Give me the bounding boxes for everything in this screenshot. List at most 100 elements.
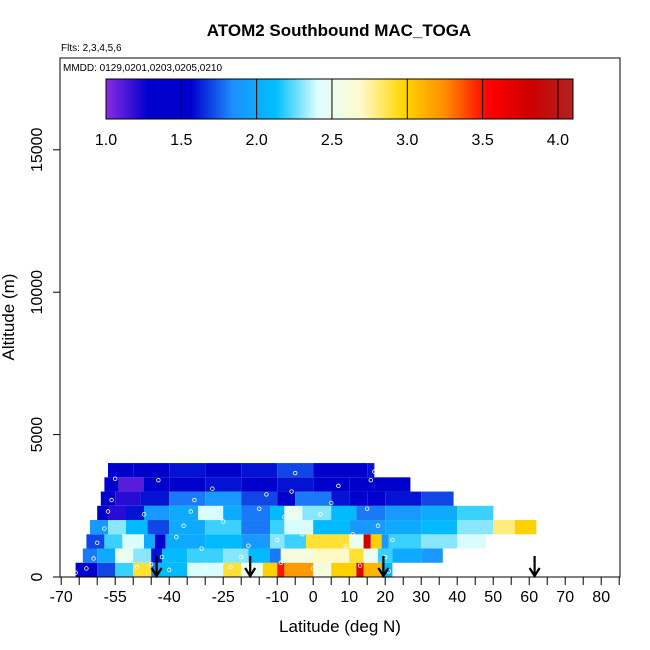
sample-point (174, 534, 179, 540)
heatmap-cell (126, 505, 144, 521)
sample-point (94, 540, 100, 546)
heatmap-cell (277, 491, 296, 506)
heatmap-cell (349, 548, 364, 563)
heatmap-cell (363, 562, 382, 577)
heatmap-cell (241, 463, 278, 478)
heatmap-cell (169, 520, 206, 535)
heatmap-cell (205, 491, 242, 506)
heatmap-cell (370, 534, 382, 549)
sample-point (278, 560, 283, 565)
colorbar-tick-label: 4.0 (547, 132, 569, 149)
sample-point (210, 486, 215, 491)
heatmap-layers (75, 463, 537, 577)
heatmap-cell (367, 491, 386, 506)
heatmap-cell (277, 562, 285, 577)
sample-point (350, 532, 355, 537)
heatmap-cell (374, 477, 411, 492)
heatmap-cell (356, 505, 386, 521)
plot-frame (59, 57, 621, 578)
heatmap-cell (284, 534, 306, 549)
heatmap-cell (97, 505, 108, 521)
colorbar-tick-label: 3.5 (471, 132, 493, 149)
x-tick-label: -25 (212, 589, 235, 606)
heatmap-cell (248, 548, 270, 563)
heatmap-cell (241, 491, 278, 506)
heatmap-cell (126, 520, 148, 535)
x-tick-label: 50 (484, 589, 502, 606)
sample-point (220, 519, 226, 524)
sample-point (105, 509, 111, 514)
heatmap-cell (392, 548, 422, 563)
heatmap-cell (421, 520, 458, 535)
heatmap-cell (313, 477, 350, 492)
heatmap-cell (108, 505, 126, 521)
heatmap-cell (356, 562, 364, 577)
heatmap-cell (151, 562, 159, 577)
heatmap-cell (280, 548, 314, 563)
sample-point (130, 543, 136, 548)
latitude-arrows (150, 556, 541, 579)
x-tick-label: 20 (376, 589, 394, 606)
heatmap-cell (270, 505, 285, 521)
heatmap-cell (97, 562, 116, 577)
heatmap-cell (241, 505, 270, 521)
sample-point (156, 477, 161, 483)
heatmap-cell (284, 520, 314, 535)
x-axis-label: Latitude (deg N) (279, 617, 401, 636)
sample-point (109, 497, 114, 503)
heatmap-cell (90, 520, 108, 535)
heatmap-cell (457, 534, 486, 549)
heatmap-cell (363, 534, 371, 549)
heatmap-cell (144, 505, 170, 521)
colorbar-tick-label: 2.0 (246, 132, 268, 149)
heatmap-cell (421, 491, 454, 506)
x-tick-label: -40 (158, 589, 181, 606)
heatmap-cell (385, 491, 422, 506)
heatmap-cell (169, 505, 198, 521)
heatmap-cell (295, 491, 332, 506)
heatmap-cell (385, 505, 422, 521)
x-tick-label: 70 (556, 589, 574, 606)
x-tick-label: 10 (340, 589, 358, 606)
heatmap-cell (223, 505, 242, 521)
sample-point (275, 537, 280, 543)
sample-point (329, 500, 334, 506)
heatmap-cell (342, 463, 368, 478)
sample-point (293, 470, 298, 476)
sample-point (343, 543, 348, 548)
heatmap-cell (115, 548, 134, 563)
sample-point (238, 554, 244, 560)
sample-point (257, 506, 262, 511)
heatmap-cell (457, 505, 494, 521)
heatmap-cell (122, 534, 144, 549)
sample-point (307, 549, 312, 554)
sample-point (202, 566, 208, 571)
heatmap-cell (331, 505, 357, 521)
heatmap-cell (349, 534, 364, 549)
heatmap-cell (97, 548, 116, 563)
arrow-head (150, 567, 163, 579)
x-tick-label: -70 (50, 589, 73, 606)
heatmap-cell (169, 463, 206, 478)
heatmap-cell (313, 463, 342, 478)
heatmap-cell (241, 562, 263, 577)
sample-points (73, 469, 395, 575)
sample-point (159, 554, 165, 560)
sample-point (199, 546, 204, 551)
heatmap-cell (262, 562, 278, 577)
heatmap-cell (108, 463, 134, 478)
x-axis: -70 -55 -40 -25 -10 0 10 20 30 40 50 60 70 80 (50, 577, 620, 606)
heatmap-cell (313, 548, 350, 563)
heatmap-cell (205, 534, 242, 549)
heatmap-cell (86, 534, 105, 549)
sample-point (84, 566, 89, 571)
heatmap-cell (169, 477, 206, 492)
arrow-head (377, 567, 390, 579)
x-tick-label: 80 (592, 589, 610, 606)
sample-point (188, 509, 193, 514)
heatmap-cell (349, 520, 386, 535)
x-tick-label: -10 (266, 589, 289, 606)
y-tick-label: 0 (29, 572, 46, 581)
chart-subtitle: Flts: 2,3,4,5,6 (61, 43, 122, 54)
